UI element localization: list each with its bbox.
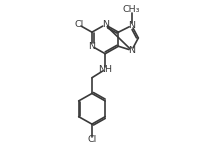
Text: N: N	[89, 42, 95, 51]
Text: N: N	[102, 20, 109, 29]
Text: NH: NH	[98, 65, 112, 74]
Text: N: N	[128, 21, 135, 30]
Text: Cl: Cl	[87, 135, 97, 144]
Text: CH₃: CH₃	[123, 5, 140, 14]
Text: N: N	[128, 46, 135, 55]
Text: Cl: Cl	[74, 20, 83, 29]
